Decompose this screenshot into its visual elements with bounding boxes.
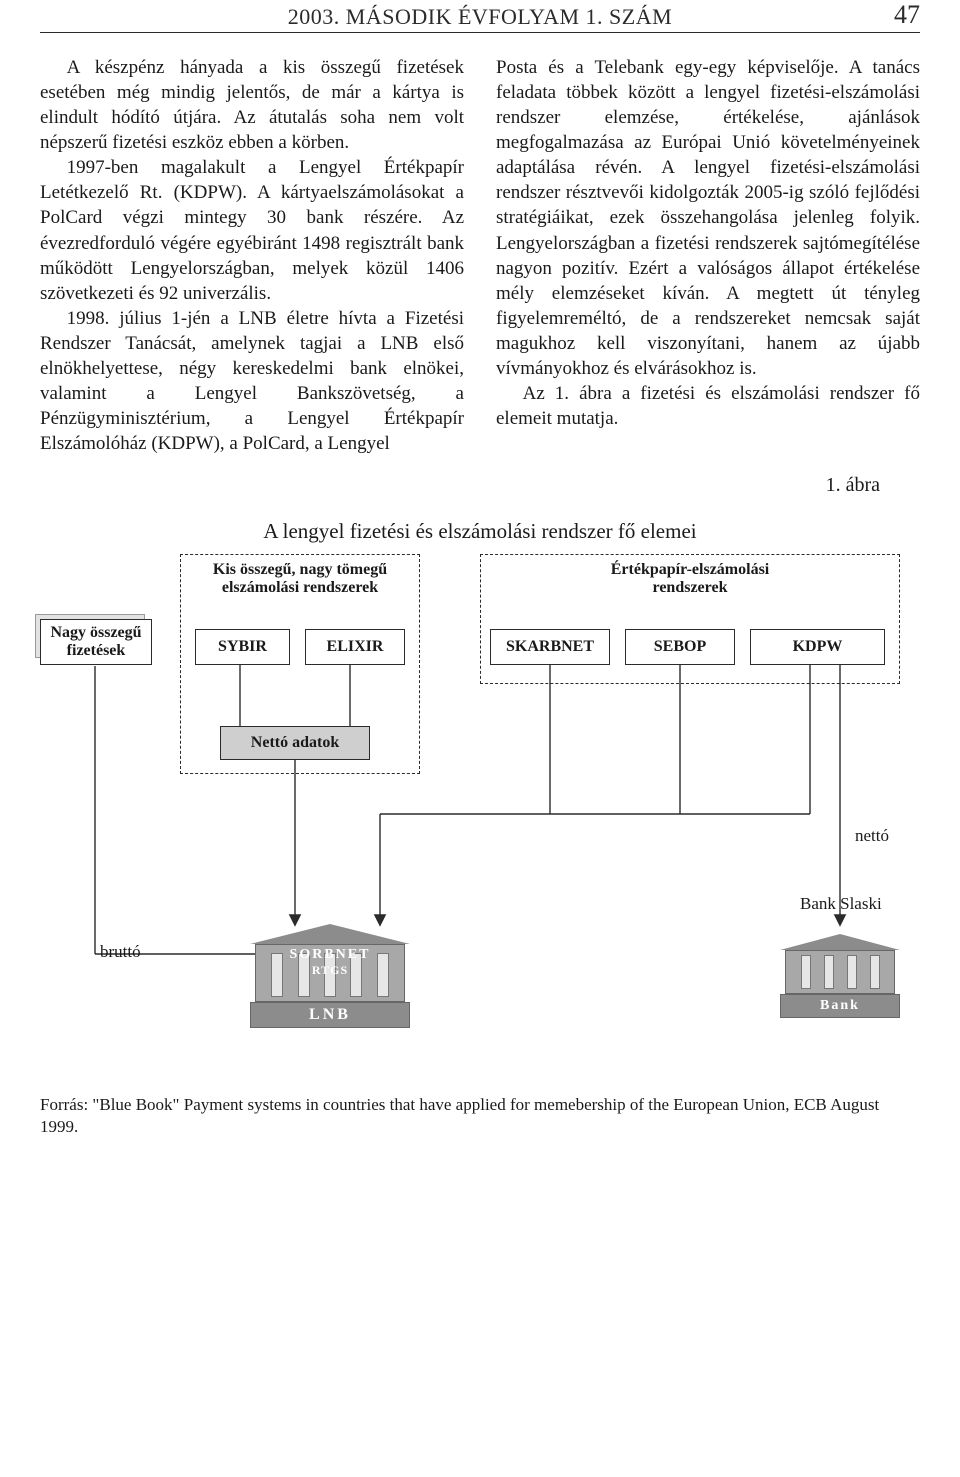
- label-brutto: bruttó: [100, 942, 141, 962]
- column-left: A készpénz hányada a kis összegű fizetés…: [40, 55, 464, 456]
- paragraph: A készpénz hányada a kis összegű fizetés…: [40, 55, 464, 155]
- box-large-payments: Nagy összegű fizetések: [40, 619, 152, 665]
- group2-title: Értékpapír-elszámolási rendszerek: [481, 561, 899, 597]
- building-lnb: SORBNET RTGS LNB: [250, 924, 410, 1028]
- paragraph: 1997-ben magalakult a Lengyel Értékpapír…: [40, 155, 464, 305]
- label-netto: nettó: [855, 826, 889, 846]
- column-right: Posta és a Telebank egy-egy képviselője.…: [496, 55, 920, 456]
- building-bank: Bank: [780, 934, 900, 1018]
- box-kdpw: KDPW: [750, 629, 885, 665]
- label-bank-slaski: Bank Slaski: [800, 894, 882, 914]
- page-header: 2003. MÁSODIK ÉVFOLYAM 1. SZÁM 47: [40, 0, 920, 33]
- page: 2003. MÁSODIK ÉVFOLYAM 1. SZÁM 47 A kész…: [0, 0, 960, 1168]
- group1-title: Kis összegű, nagy tömegű elszámolási ren…: [181, 561, 419, 597]
- box-elixir: ELIXIR: [305, 629, 405, 665]
- box-sybir: SYBIR: [195, 629, 290, 665]
- box-netto-adatok: Nettó adatok: [220, 726, 370, 760]
- figure-number: 1. ábra: [40, 474, 880, 497]
- label-rtgs: RTGS: [312, 963, 348, 977]
- figure-caption: A lengyel fizetési és elszámolási rendsz…: [40, 519, 920, 544]
- header-title: 2003. MÁSODIK ÉVFOLYAM 1. SZÁM: [100, 4, 860, 30]
- paragraph: Az 1. ábra a fizetési és elszámolási ren…: [496, 381, 920, 431]
- label-bank: Bank: [780, 994, 900, 1018]
- figure-source: Forrás: "Blue Book" Payment systems in c…: [40, 1094, 920, 1138]
- paragraph: Posta és a Telebank egy-egy képviselője.…: [496, 55, 920, 381]
- page-number: 47: [860, 0, 920, 30]
- paragraph: 1998. július 1-jén a LNB életre hívta a …: [40, 306, 464, 456]
- box-skarbnet: SKARBNET: [490, 629, 610, 665]
- body-columns: A készpénz hányada a kis összegű fizetés…: [40, 55, 920, 456]
- label-sorbnet: SORBNET: [290, 947, 371, 962]
- label-lnb: LNB: [250, 1002, 410, 1028]
- figure-diagram: Nagy összegű fizetések Kis összegű, nagy…: [40, 554, 920, 1074]
- box-sebop: SEBOP: [625, 629, 735, 665]
